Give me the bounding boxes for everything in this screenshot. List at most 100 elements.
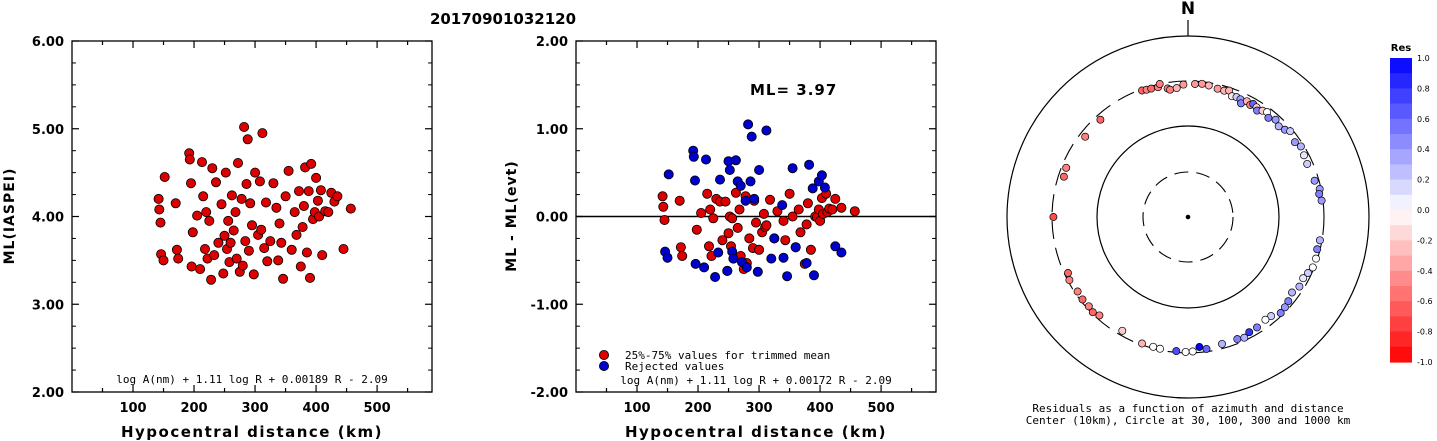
y-axis-ticks: 2.00 3.00 4.00 5.00 6.00	[32, 35, 432, 401]
data-point	[218, 268, 229, 279]
data-point	[213, 237, 224, 248]
x-tick-label: 400	[302, 401, 329, 416]
colorbar-cell	[1390, 179, 1412, 196]
data-point	[185, 178, 196, 189]
data-point	[836, 202, 847, 213]
data-point	[766, 253, 777, 264]
data-point	[690, 258, 701, 269]
circle-300km	[1051, 80, 1325, 354]
y-tick-label: -1.00	[531, 298, 568, 313]
data-point	[662, 252, 673, 263]
colorbar-cell	[1390, 103, 1412, 120]
station-point	[1308, 263, 1317, 272]
polar-residual-panel: N Residuals as a function of azimuth and…	[1006, 0, 1433, 427]
data-point	[663, 169, 674, 180]
data-point	[240, 236, 251, 247]
colorbar-cell	[1390, 331, 1412, 348]
data-point	[765, 194, 776, 205]
data-point	[184, 154, 195, 165]
station-point	[1303, 159, 1312, 168]
station-point	[1304, 269, 1312, 277]
station-point	[1118, 326, 1127, 335]
colorbar-title: Res	[1391, 43, 1411, 54]
data-points	[153, 122, 356, 285]
colorbar-cell	[1390, 240, 1412, 257]
station-point	[1300, 151, 1308, 160]
data-point	[732, 222, 743, 233]
data-point	[199, 243, 210, 254]
colorbar-cell	[1390, 194, 1412, 211]
station-point	[1313, 245, 1322, 254]
data-point	[816, 170, 827, 181]
data-point	[239, 122, 250, 133]
station-point	[1317, 196, 1326, 205]
colorbar-cell	[1390, 270, 1412, 287]
data-point	[754, 244, 765, 255]
y-tick-label: 0.00	[536, 211, 568, 226]
colorbar-cell	[1390, 118, 1412, 135]
data-point	[155, 217, 166, 228]
data-point	[717, 235, 728, 246]
colorbar-tick-label: 0.6	[1417, 115, 1430, 124]
data-point	[702, 188, 713, 199]
data-point	[830, 241, 841, 252]
x-axis-ticks: 100 200 300 400 500	[101, 41, 409, 416]
station-point	[1271, 115, 1280, 124]
data-point	[223, 215, 234, 226]
y-axis-label: ML - ML(evt)	[504, 160, 520, 271]
circle-30km	[1142, 171, 1234, 263]
station-point	[1198, 79, 1206, 88]
data-point	[237, 260, 248, 271]
colorbar-tick-label: -1.0	[1417, 358, 1433, 367]
station-point	[1233, 335, 1242, 344]
data-point	[690, 175, 701, 186]
data-point	[778, 252, 789, 263]
data-point	[745, 176, 756, 187]
data-point	[306, 158, 317, 169]
station-point	[1204, 81, 1213, 90]
data-point	[769, 233, 780, 244]
data-point	[257, 128, 268, 139]
data-point	[232, 157, 243, 168]
data-point	[849, 206, 860, 217]
station-point	[1078, 295, 1087, 304]
colorbar-cell	[1390, 316, 1412, 333]
y-tick-label: 4.00	[32, 211, 64, 226]
data-point	[171, 244, 182, 255]
legend-label-trimmed: 25%-75% values for trimmed mean	[625, 349, 830, 362]
data-point	[734, 204, 745, 215]
y-axis-ticks: -2.00 -1.00 0.00 1.00 2.00	[531, 35, 936, 401]
data-point	[195, 264, 206, 275]
x-tick-label: 500	[364, 401, 391, 416]
data-point	[153, 193, 164, 204]
station-points	[1049, 79, 1326, 356]
data-point	[741, 262, 752, 273]
data-point	[243, 245, 254, 256]
x-tick-label: 200	[180, 401, 207, 416]
data-point	[228, 225, 239, 236]
data-point	[289, 207, 300, 218]
station-point	[1264, 113, 1273, 122]
station-point	[1276, 309, 1285, 317]
data-point	[301, 247, 312, 258]
data-point	[696, 207, 707, 218]
station-point	[1295, 282, 1304, 291]
data-point	[658, 201, 669, 212]
station-point	[1218, 339, 1226, 348]
station-point	[1213, 84, 1222, 93]
data-point	[304, 272, 315, 283]
x-tick-label: 200	[684, 401, 711, 416]
data-point	[722, 265, 733, 276]
data-point	[286, 244, 297, 255]
data-point	[735, 180, 746, 191]
data-point	[724, 164, 735, 175]
data-point	[743, 119, 754, 130]
data-point	[332, 191, 343, 202]
colorbar-tick-label: 0.8	[1417, 84, 1430, 93]
data-point	[659, 214, 670, 225]
station-point	[1073, 287, 1082, 296]
station-point	[1261, 315, 1270, 324]
station-point	[1095, 311, 1104, 320]
data-point	[236, 193, 247, 204]
data-point	[727, 213, 738, 224]
